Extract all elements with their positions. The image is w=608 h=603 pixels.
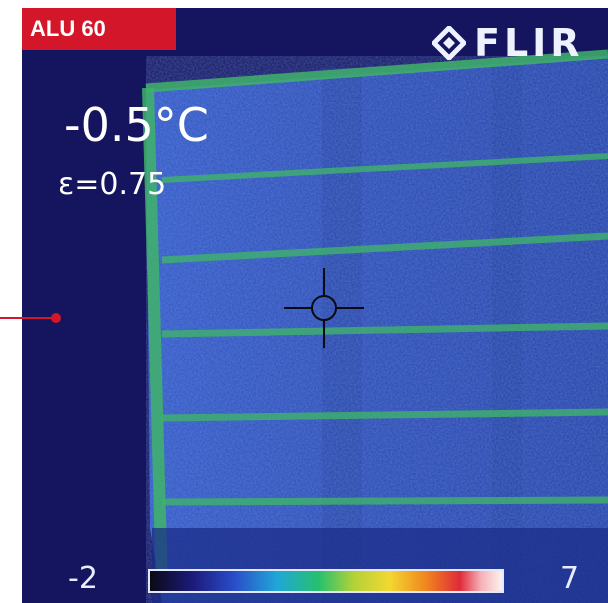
- emissivity-label: ε=0.75: [58, 167, 167, 202]
- scale-min-label: -2: [68, 561, 98, 596]
- flir-logo: FLIR: [432, 24, 584, 62]
- thermal-scene: [22, 8, 608, 603]
- model-tag: ALU 60: [22, 8, 176, 50]
- brand-label: FLIR: [474, 21, 584, 65]
- temperature-scale-bar: [148, 569, 504, 593]
- spot-temperature: -0.5°C: [64, 98, 209, 152]
- scale-max-label: 7: [560, 561, 580, 596]
- callout-dot: [51, 313, 61, 323]
- callout-line: [0, 317, 58, 319]
- flir-diamond-icon: [432, 26, 466, 60]
- thermal-image: [22, 8, 608, 603]
- crosshair-icon: [284, 268, 364, 348]
